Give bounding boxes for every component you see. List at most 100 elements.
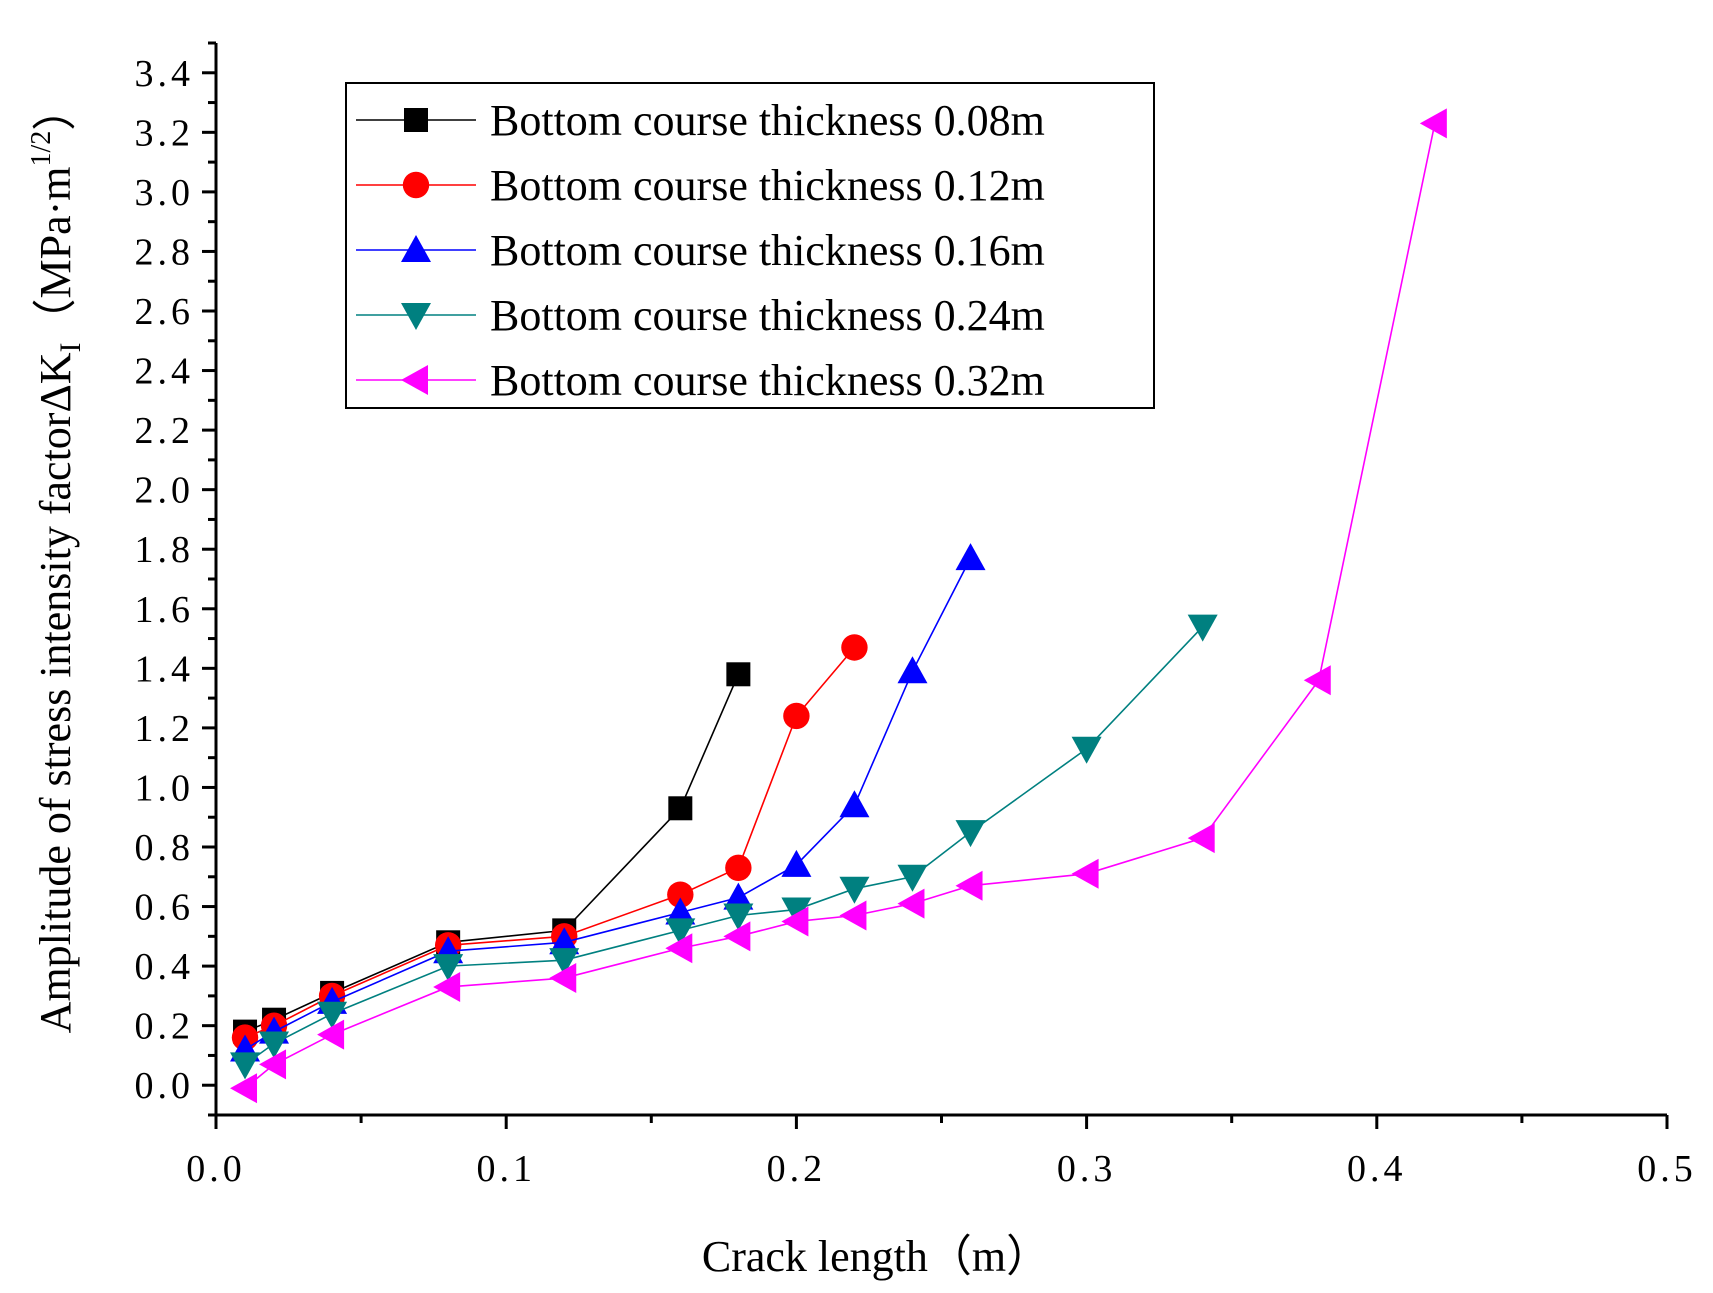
data-point [317, 1019, 345, 1050]
data-point [839, 876, 870, 904]
x-tick-label: 0.2 [767, 1148, 827, 1190]
data-point [723, 882, 754, 910]
legend-label: Bottom course thickness 0.08m [490, 96, 1045, 145]
y-tick-label: 0.2 [135, 1006, 195, 1048]
data-point [549, 948, 580, 976]
series-line [244, 626, 1204, 1066]
y-axis-title-main: Amplitude of stress intensity factorΔK [31, 352, 80, 1033]
legend-marker [401, 365, 428, 395]
legend-item: Bottom course thickness 0.24m [356, 291, 1045, 340]
data-point [781, 897, 812, 925]
y-tick-label: 0.8 [135, 827, 195, 869]
legend-item: Bottom course thickness 0.32m [356, 356, 1045, 405]
x-tick-label: 0.1 [476, 1148, 536, 1190]
x-tick-label: 0.4 [1347, 1148, 1407, 1190]
data-point [783, 702, 810, 730]
x-tick-label: 0.5 [1637, 1148, 1697, 1190]
y-tick-label: 0.0 [135, 1065, 195, 1107]
legend-item: Bottom course thickness 0.08m [356, 96, 1045, 145]
data-point [723, 903, 754, 931]
series-1 [233, 662, 751, 1044]
data-point [433, 971, 461, 1002]
data-point [259, 1049, 287, 1080]
series-2 [231, 634, 868, 1051]
data-point [726, 662, 751, 687]
data-point [1071, 858, 1099, 889]
data-point [665, 933, 693, 964]
y-tick-label: 1.2 [135, 708, 195, 750]
data-point [955, 870, 983, 901]
data-point [781, 849, 812, 877]
series-4 [230, 614, 1218, 1080]
data-point [781, 906, 809, 937]
y-axis-title-unit-sup: 1/2 [26, 131, 57, 167]
data-point [1303, 665, 1331, 696]
data-point [725, 854, 752, 882]
data-point [955, 820, 986, 848]
x-axis-title: Crack length（m） [702, 1232, 1050, 1281]
data-point [897, 864, 928, 892]
legend-box [345, 82, 1155, 409]
data-point [1419, 108, 1447, 139]
y-tick-label: 1.6 [135, 589, 195, 631]
y-tick-label: 0.6 [135, 887, 195, 929]
data-point [1187, 823, 1215, 854]
data-point [841, 634, 868, 661]
data-point [1071, 736, 1102, 764]
axes: 0.0 0.1 0.2 0.3 0.4 0.5 0.0 0.2 0.4 0.6 0.8 1.0 1.2 1… [135, 41, 1697, 1190]
y-axis-title: Amplitude of stress intensity factorΔKI（… [26, 87, 87, 1034]
data-point [317, 1001, 348, 1029]
y-tick-label: 2.0 [135, 470, 195, 512]
legend: Bottom course thickness 0.08m Bottom cour… [345, 82, 1155, 409]
legend-item: Bottom course thickness 0.12m [356, 161, 1045, 210]
data-point [839, 790, 870, 818]
legend-marker [401, 235, 431, 262]
data-point [549, 963, 577, 994]
data-point [259, 1031, 290, 1059]
data-point [667, 881, 694, 908]
data-point [665, 897, 696, 925]
data-point [433, 954, 464, 982]
y-tick-label: 3.4 [135, 53, 195, 95]
y-axis-title-subscript: I [54, 342, 87, 352]
series-layer [230, 108, 1447, 1104]
data-point [897, 888, 925, 919]
y-tick-label: 2.6 [135, 291, 195, 333]
series-line [244, 673, 740, 1033]
legend-label: Bottom course thickness 0.12m [490, 161, 1045, 210]
y-axis-title-unit-close: ） [31, 87, 80, 131]
y-tick-label: 1.8 [135, 529, 195, 571]
y-tick-label: 1.4 [135, 648, 195, 690]
data-point [897, 656, 928, 684]
y-tick-label: 0.4 [135, 946, 195, 988]
data-point [839, 900, 867, 931]
y-axis-title-unit-open: （MPa·m [31, 166, 80, 342]
data-point [955, 543, 986, 571]
y-tick-label: 2.2 [135, 410, 195, 452]
legend-label: Bottom course thickness 0.24m [490, 291, 1045, 340]
y-tick-label: 2.4 [135, 351, 195, 393]
data-point [230, 1073, 258, 1104]
x-tick-label: 0.0 [186, 1148, 246, 1190]
x-tick-label: 0.3 [1057, 1148, 1117, 1190]
legend-marker [402, 171, 430, 199]
data-point [549, 927, 580, 955]
data-point [668, 796, 693, 821]
series-5 [230, 108, 1447, 1104]
legend-marker [401, 303, 431, 330]
data-point [665, 918, 696, 946]
legend-label: Bottom course thickness 0.16m [490, 226, 1045, 275]
y-tick-label: 3.2 [135, 112, 195, 154]
data-point [723, 921, 751, 952]
legend-marker [404, 108, 428, 132]
y-tick-label: 2.8 [135, 231, 195, 273]
y-axis-title-group: Amplitude of stress intensity factorΔKI（… [26, 87, 87, 1034]
data-point [230, 1052, 261, 1080]
legend-item: Bottom course thickness 0.16m [356, 226, 1045, 275]
data-point [1187, 614, 1218, 642]
legend-label: Bottom course thickness 0.32m [490, 356, 1045, 405]
y-tick-label: 1.0 [135, 767, 195, 809]
y-tick-label: 3.0 [135, 172, 195, 214]
